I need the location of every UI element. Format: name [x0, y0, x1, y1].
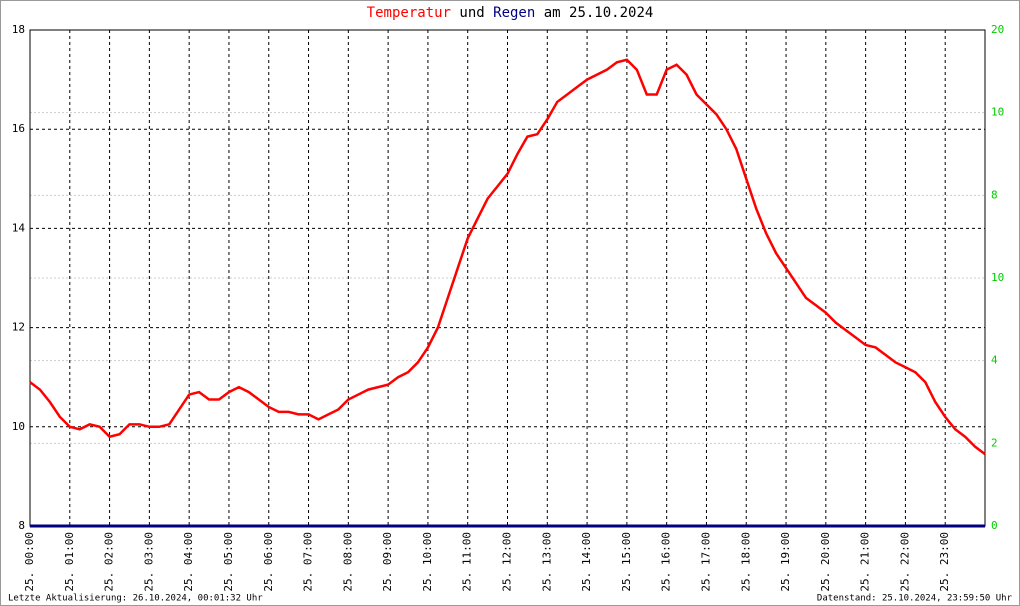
- x-tick-label: 25. 07:00: [302, 532, 315, 592]
- x-tick-label: 25. 14:00: [580, 532, 593, 592]
- x-tick-label: 25. 09:00: [381, 532, 394, 592]
- x-tick-label: 25. 12:00: [501, 532, 514, 592]
- y2-tick-label: 10: [991, 271, 1004, 284]
- x-tick-label: 25. 20:00: [819, 532, 832, 592]
- x-tick-label: 25. 22:00: [898, 532, 911, 592]
- x-tick-label: 25. 08:00: [341, 532, 354, 592]
- y2-tick-label: 8: [991, 188, 998, 201]
- x-tick-label: 25. 02:00: [103, 532, 116, 592]
- chart-title: Temperatur und Regen am 25.10.2024: [367, 5, 654, 21]
- y2-tick-label: 2: [991, 436, 998, 449]
- x-tick-label: 25. 23:00: [938, 532, 951, 592]
- y2-tick-label: 10: [991, 106, 1004, 119]
- x-tick-label: 25. 10:00: [421, 532, 434, 592]
- x-tick-label: 25. 11:00: [461, 532, 474, 592]
- title-part: am 25.10.2024: [544, 5, 654, 21]
- y-tick-label: 16: [12, 122, 25, 135]
- y-tick-label: 14: [12, 221, 26, 234]
- y-tick-label: 18: [12, 23, 25, 36]
- footer-left: Letzte Aktualisierung: 26.10.2024, 00:01…: [8, 594, 263, 604]
- footer-right: Datenstand: 25.10.2024, 23:59:50 Uhr: [817, 594, 1013, 604]
- title-part: Regen: [493, 5, 535, 21]
- x-tick-label: 25. 05:00: [222, 532, 235, 592]
- title-part: Temperatur: [367, 5, 451, 21]
- x-tick-label: 25. 04:00: [182, 532, 195, 592]
- y2-tick-label: 20: [991, 23, 1004, 36]
- x-tick-label: 25. 03:00: [142, 532, 155, 592]
- x-tick-label: 25. 19:00: [779, 532, 792, 592]
- y-tick-label: 8: [18, 519, 25, 532]
- x-tick-label: 25. 00:00: [23, 532, 36, 592]
- y-tick-label: 12: [12, 321, 25, 334]
- x-tick-label: 25. 01:00: [63, 532, 76, 592]
- x-tick-label: 25. 16:00: [660, 532, 673, 592]
- x-tick-label: 25. 06:00: [262, 532, 275, 592]
- x-tick-label: 25. 13:00: [540, 532, 553, 592]
- title-part: und: [459, 5, 484, 21]
- y2-tick-label: 0: [991, 519, 998, 532]
- y2-tick-label: 4: [991, 354, 998, 367]
- x-tick-label: 25. 18:00: [739, 532, 752, 592]
- series-line: [29, 58, 986, 456]
- y-tick-label: 10: [12, 420, 25, 433]
- x-tick-label: 25. 17:00: [699, 532, 712, 592]
- x-tick-label: 25. 21:00: [859, 532, 872, 592]
- x-tick-label: 25. 15:00: [620, 532, 633, 592]
